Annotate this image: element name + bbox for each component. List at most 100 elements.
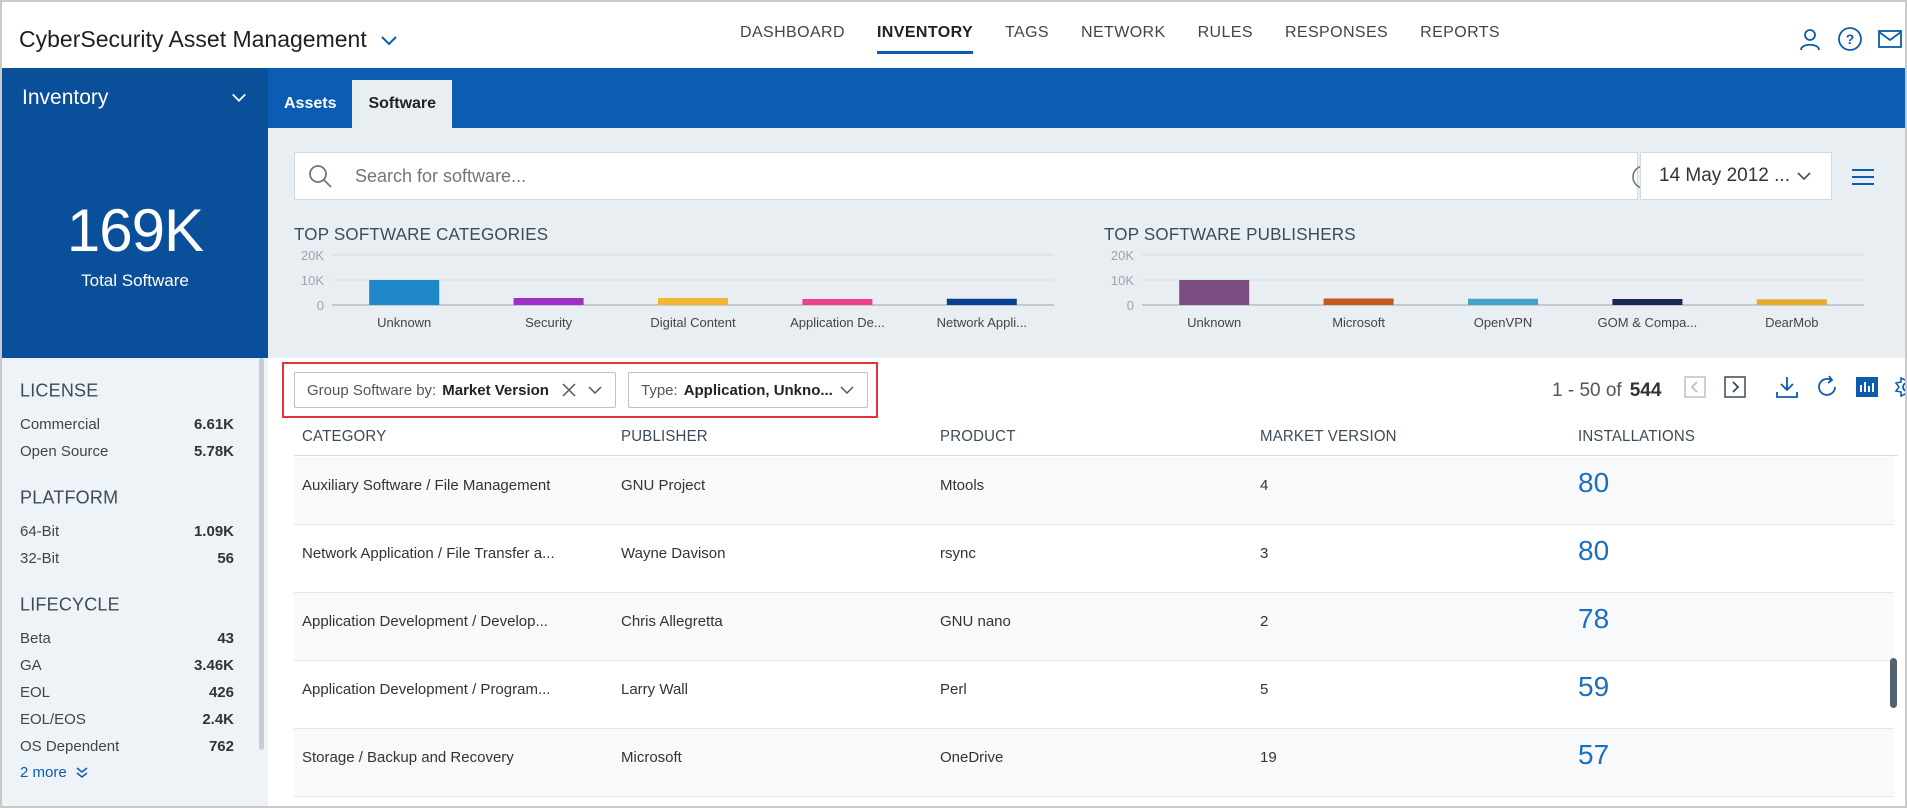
help-icon[interactable]: ?	[1837, 26, 1863, 52]
cell-publisher: Chris Allegretta	[621, 613, 723, 630]
group-by-filter[interactable]: Group Software by: Market Version	[294, 372, 616, 408]
bar	[369, 280, 440, 305]
nav-network[interactable]: NETWORK	[1081, 24, 1166, 41]
show-more-label: 2 more	[20, 764, 67, 781]
close-icon[interactable]	[561, 382, 577, 398]
software-table-panel: Group Software by: Market Version Type: …	[268, 358, 1907, 806]
chevron-down-icon	[232, 93, 246, 102]
facet-label: 32-Bit	[20, 550, 60, 567]
table-body: Auxiliary Software / File Management GNU…	[294, 457, 1894, 797]
column-header-publisher[interactable]: PUBLISHER	[621, 427, 708, 446]
facet-row[interactable]: EOL 426	[20, 679, 234, 706]
cell-market-version: 5	[1260, 681, 1269, 698]
hamburger-menu-icon[interactable]	[1850, 166, 1876, 188]
table-row[interactable]: Auxiliary Software / File Management GNU…	[294, 457, 1894, 525]
inventory-select-label: Inventory	[22, 86, 109, 109]
facet-row[interactable]: 64-Bit 1.09K	[20, 518, 234, 545]
column-header-market-version[interactable]: MARKET VERSION	[1260, 427, 1397, 446]
x-tick-label: GOM & Compa...	[1598, 315, 1698, 330]
double-chevron-down-icon	[76, 766, 88, 778]
facet-row[interactable]: GA 3.46K	[20, 652, 234, 679]
search-input[interactable]	[355, 165, 1375, 187]
x-tick-label: Unknown	[377, 315, 431, 330]
facet-row[interactable]: Beta 43	[20, 625, 234, 652]
nav-reports[interactable]: REPORTS	[1420, 24, 1500, 41]
cell-installations[interactable]: 80	[1578, 535, 1610, 566]
cell-market-version: 4	[1260, 477, 1269, 494]
table-row[interactable]: Application Development / Program... Lar…	[294, 661, 1894, 729]
facet-row[interactable]: EOL/EOS 2.4K	[20, 706, 234, 733]
table-row[interactable]: Network Application / File Transfer a...…	[294, 525, 1894, 593]
x-tick-label: Security	[525, 315, 572, 330]
chart-toggle-icon[interactable]	[1854, 374, 1880, 400]
bar	[1612, 299, 1683, 305]
facet-row[interactable]: Commercial 6.61K	[20, 411, 234, 438]
nav-responses[interactable]: RESPONSES	[1284, 24, 1389, 41]
table-scrollbar[interactable]	[1890, 658, 1897, 708]
total-software-label: Total Software	[81, 271, 189, 290]
cell-product: Perl	[940, 681, 967, 698]
refresh-icon[interactable]	[1814, 374, 1840, 400]
facet-label: EOL	[20, 684, 51, 701]
download-icon[interactable]	[1774, 374, 1800, 400]
cell-product: rsync	[940, 545, 976, 562]
cell-category: Network Application / File Transfer a...	[302, 545, 555, 562]
cell-installations[interactable]: 80	[1578, 467, 1610, 498]
nav-dashboard[interactable]: DASHBOARD	[740, 24, 845, 41]
date-filter[interactable]: 14 May 2012 ...	[1640, 152, 1832, 200]
x-tick-label: Network Appli...	[937, 315, 1027, 330]
gear-icon[interactable]	[1894, 374, 1907, 400]
y-tick-label: 10K	[301, 273, 324, 288]
type-filter[interactable]: Type: Application, Unkno...	[628, 372, 868, 408]
facet-value: 426	[208, 684, 234, 701]
column-header-product[interactable]: PRODUCT	[940, 427, 1016, 446]
next-page-icon[interactable]	[1722, 374, 1748, 400]
tab-assets[interactable]: Assets	[284, 95, 337, 112]
chart-title: TOP SOFTWARE PUBLISHERS	[1104, 224, 1356, 245]
column-header-installations[interactable]: INSTALLATIONS	[1578, 427, 1696, 446]
cell-category: Application Development / Develop...	[302, 613, 548, 630]
facet-value: 56	[217, 550, 234, 567]
facet-row[interactable]: OS Dependent 762	[20, 733, 234, 760]
facet-label: Beta	[20, 630, 51, 647]
mail-icon[interactable]	[1877, 26, 1903, 52]
app-title: CyberSecurity Asset Management	[19, 26, 367, 52]
cell-market-version: 19	[1260, 749, 1277, 766]
tab-software[interactable]: Software	[352, 80, 453, 128]
facet-group-platform: PLATFORM 64-Bit 1.09K 32-Bit 56	[2, 465, 252, 572]
chevron-down-icon	[840, 386, 854, 395]
table-row[interactable]: Storage / Backup and Recovery Microsoft …	[294, 729, 1894, 797]
x-tick-label: Unknown	[1187, 315, 1241, 330]
facet-row[interactable]: Open Source 5.78K	[20, 438, 234, 465]
cell-category: Storage / Backup and Recovery	[302, 749, 514, 766]
facet-label: EOL/EOS	[20, 711, 86, 728]
total-software-count: 169K	[66, 197, 204, 264]
column-header-category[interactable]: CATEGORY	[302, 427, 387, 446]
show-more-link[interactable]: 2 more	[20, 764, 234, 781]
main-nav: DASHBOARD INVENTORY TAGS NETWORK RULES R…	[740, 24, 1500, 54]
chart-svg: 20K 10K 0 Unknown Microsoft OpenVPN GOM & Comp…	[1111, 248, 1864, 330]
nav-rules[interactable]: RULES	[1197, 24, 1253, 41]
facet-value: 43	[217, 630, 234, 647]
facet-label: Open Source	[20, 443, 109, 460]
cell-product: Mtools	[940, 477, 985, 494]
user-icon[interactable]	[1797, 26, 1823, 52]
chevron-down-icon	[588, 386, 602, 395]
cell-installations[interactable]: 57	[1578, 739, 1610, 770]
facet-row[interactable]: 32-Bit 56	[20, 545, 234, 572]
cell-installations[interactable]: 78	[1578, 603, 1610, 634]
nav-inventory[interactable]: INVENTORY	[876, 24, 974, 54]
previous-page-icon[interactable]	[1682, 374, 1708, 400]
facet-group-title: PLATFORM	[20, 486, 119, 508]
y-tick-label: 0	[317, 298, 324, 313]
inventory-select[interactable]: Inventory	[2, 68, 268, 128]
sidebar-scrollbar[interactable]	[259, 358, 264, 750]
cell-category: Auxiliary Software / File Management	[302, 477, 551, 494]
pagination-range: 1 - 50 of	[1552, 380, 1622, 401]
chart-title: TOP SOFTWARE CATEGORIES	[294, 224, 549, 245]
app-title-switcher[interactable]: CyberSecurity Asset Management	[19, 26, 399, 53]
nav-tags[interactable]: TAGS	[1005, 24, 1049, 41]
cell-installations[interactable]: 59	[1578, 671, 1610, 702]
table-row[interactable]: Application Development / Develop... Chr…	[294, 593, 1894, 661]
bar	[946, 298, 1017, 305]
